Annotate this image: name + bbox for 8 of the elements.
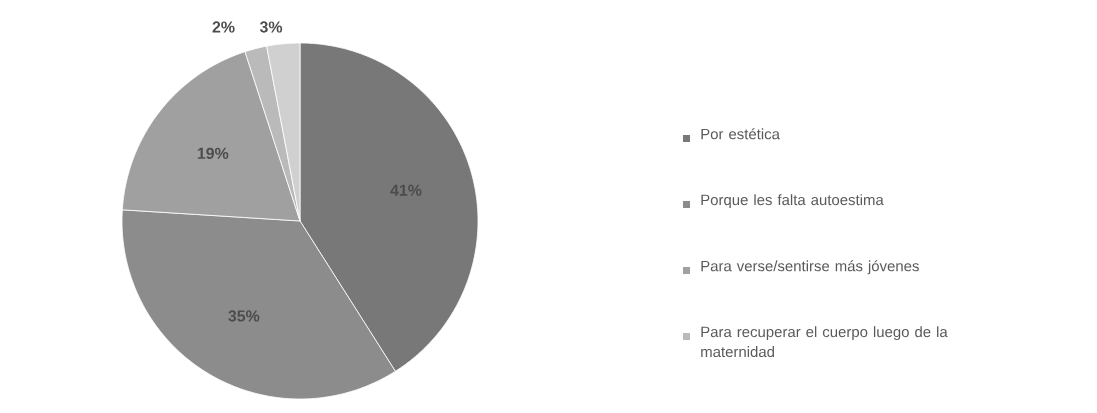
data-label: 35%: [228, 310, 260, 322]
data-label: 19%: [197, 147, 229, 159]
data-label: 2%: [212, 21, 235, 33]
legend-label: Para verse/sentirse más jóvenes: [701, 260, 919, 275]
legend-label: Por estética: [701, 128, 780, 140]
legend-label: Porque les falta autoestima: [701, 194, 884, 209]
legend-label: Para recuperar el cuerpo luego de la maternidad: [701, 326, 948, 358]
data-label: 3%: [259, 21, 283, 33]
